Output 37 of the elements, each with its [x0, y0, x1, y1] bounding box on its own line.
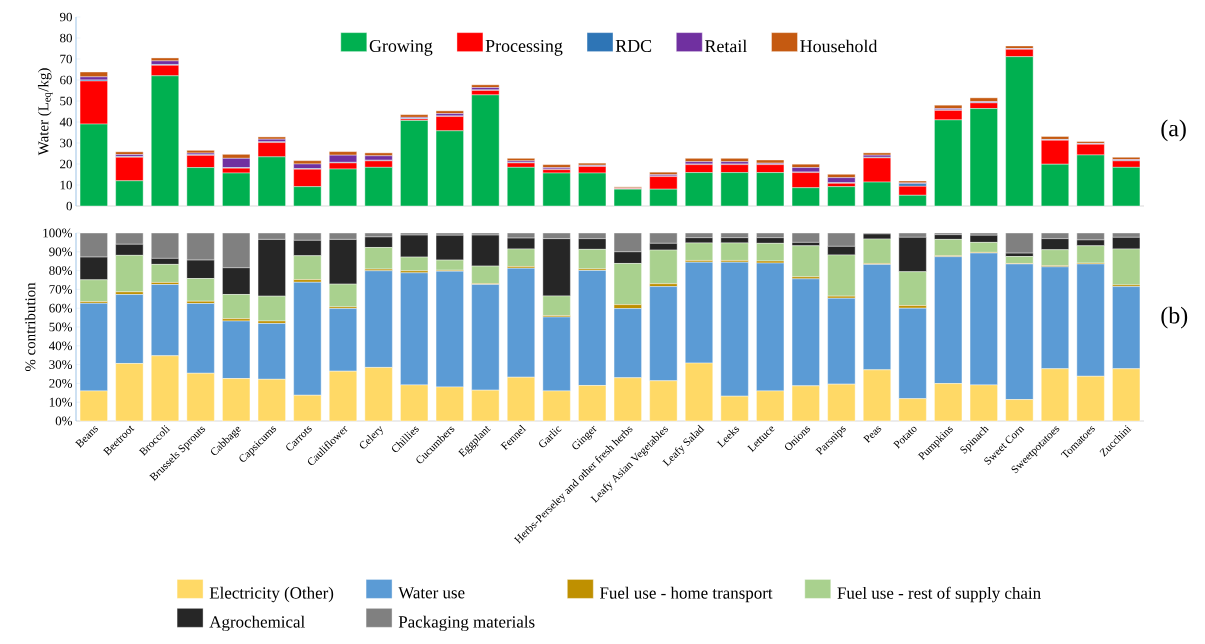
y-tick-label: 0% [55, 416, 73, 426]
legend-label: Electricity (Other) [209, 586, 334, 603]
legend-label: Water use [398, 587, 465, 599]
text: (b) [1161, 306, 1188, 329]
y-tick-label: 10 [60, 180, 72, 190]
y-tick-label: 100% [43, 228, 73, 238]
legend-label: Retail [705, 39, 747, 53]
legend-label: Processing [485, 39, 563, 56]
y-tick-label: 70 [60, 54, 72, 64]
legend-label: RDC [615, 39, 652, 52]
y-tick-label: 70% [49, 285, 73, 294]
y-axis-title: Water (L$_{eq}$/kg) [37, 68, 53, 156]
y-tick-label: 30% [49, 360, 73, 369]
y-tick-label: 90 [59, 12, 72, 22]
y-axis-title: % contribution [24, 282, 36, 372]
y-tick-label: 30 [60, 138, 72, 148]
y-tick-label: 90% [49, 247, 73, 257]
y-tick-label: 40% [48, 341, 73, 351]
y-tick-label: 80 [60, 33, 72, 43]
y-tick-label: 20% [49, 379, 73, 388]
y-tick-label: 60 [60, 75, 72, 85]
y-tick-label: 0 [66, 201, 72, 211]
legend-label: Agrochemical [209, 615, 305, 632]
y-tick-label: 40 [59, 117, 72, 127]
text: (a) [1161, 119, 1186, 142]
legend-label: Household [800, 39, 878, 53]
y-tick-label: 80% [49, 266, 73, 275]
y-tick-label: 50 [60, 96, 72, 106]
y-tick-label: 60% [49, 303, 73, 313]
y-tick-label: 10% [49, 397, 73, 407]
y-tick-label: 20 [60, 159, 72, 169]
legend-label: Packaging materials [398, 615, 535, 632]
y-tick-label: 50% [49, 322, 73, 332]
legend-label: Fuel use - home transport [599, 586, 773, 603]
legend-label: Fuel use - rest of supply chain [837, 586, 1041, 603]
legend-label: Growing [369, 39, 433, 56]
x-tick-label: Peas [863, 426, 882, 444]
